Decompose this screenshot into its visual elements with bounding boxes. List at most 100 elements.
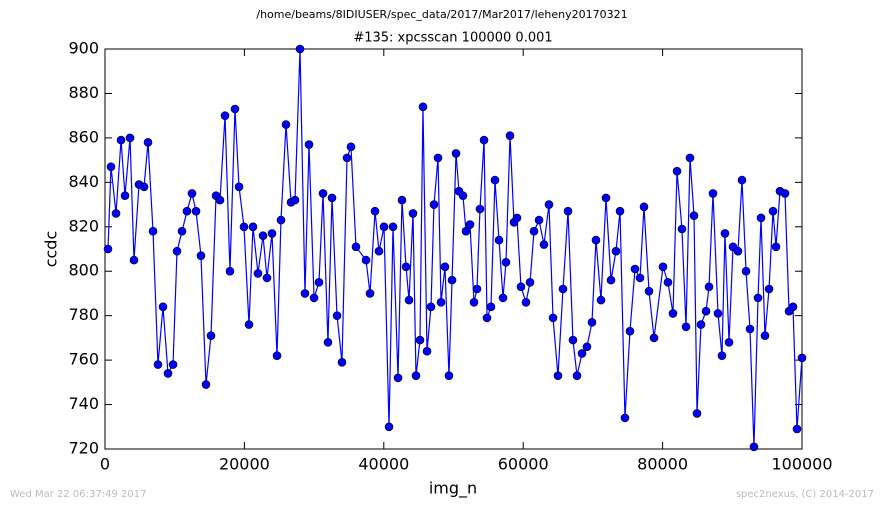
data-point [681, 322, 691, 332]
data-point [630, 264, 640, 274]
data-point [512, 213, 522, 223]
x-tick-label: 20000 [219, 455, 270, 474]
y-tick-label: 860 [68, 127, 99, 146]
data-point [436, 298, 446, 307]
data-point [733, 246, 743, 256]
data-point [625, 326, 635, 336]
data-point [411, 371, 421, 380]
data-point [544, 200, 554, 209]
data-point [276, 215, 286, 225]
data-point [596, 295, 606, 305]
data-point [780, 189, 790, 198]
data-point [332, 311, 342, 320]
data-point [498, 293, 508, 303]
data-point [668, 309, 678, 318]
data-point [692, 409, 702, 418]
data-point [258, 231, 268, 240]
data-point [327, 193, 337, 203]
y-tick-label: 760 [68, 350, 99, 369]
data-point [201, 380, 211, 389]
data-point [737, 175, 747, 185]
data-point [764, 284, 774, 294]
data-point [461, 226, 471, 236]
data-point [572, 371, 582, 380]
data-point [472, 284, 482, 294]
data-point [741, 266, 751, 276]
series-line [107, 48, 803, 447]
data-point [749, 442, 759, 452]
data-point [663, 278, 673, 287]
data-point [426, 302, 436, 312]
data-point [384, 422, 394, 432]
data-point [548, 313, 558, 323]
data-point [418, 102, 428, 112]
data-point [125, 133, 135, 143]
data-point [429, 200, 439, 209]
data-point [685, 153, 695, 163]
data-point [253, 269, 263, 278]
data-point [397, 195, 407, 205]
data-point [469, 298, 479, 307]
y-tick-label: 720 [68, 439, 99, 458]
data-point [606, 275, 616, 285]
data-point [129, 255, 139, 265]
data-point [304, 140, 314, 149]
data-point [558, 284, 568, 294]
data-point [677, 224, 687, 234]
data-point [244, 320, 254, 329]
suptitle: /home/beams/8IDIUSER/spec_data/2017/Mar2… [256, 8, 627, 21]
data-point [388, 222, 398, 232]
data-point [401, 262, 411, 272]
data-point [342, 153, 352, 163]
data-point [644, 286, 654, 296]
data-point [239, 222, 249, 232]
data-point [230, 104, 240, 114]
data-point [309, 293, 319, 303]
data-point [701, 306, 711, 316]
y-tick-label: 820 [68, 216, 99, 235]
data-point [103, 244, 113, 254]
data-point [120, 191, 130, 200]
data-point [494, 235, 504, 245]
data-point [295, 44, 305, 54]
footer-left: Wed Mar 22 06:37:49 2017 [10, 489, 146, 500]
data-point [408, 209, 418, 218]
data-point [451, 149, 461, 158]
data-point [615, 206, 625, 216]
data-point [206, 331, 216, 340]
data-point [163, 369, 173, 378]
y-tick-label: 740 [68, 394, 99, 413]
data-point [440, 262, 450, 272]
data-point [771, 242, 781, 252]
data-point [415, 335, 425, 345]
data-point [177, 226, 187, 236]
data-point [153, 360, 163, 369]
data-point [521, 298, 531, 307]
data-point [361, 255, 371, 265]
data-point [760, 331, 770, 340]
data-point [374, 246, 384, 256]
data-point [482, 313, 492, 323]
data-point [753, 293, 763, 303]
data-point [745, 324, 755, 334]
data-point [577, 349, 587, 358]
data-point [182, 206, 192, 216]
x-tick-label: 40000 [358, 455, 409, 474]
data-point [672, 166, 682, 176]
x-axis-label: img_n [429, 479, 477, 499]
data-point [215, 195, 225, 205]
data-point [314, 278, 324, 287]
data-point [768, 206, 778, 216]
data-point [139, 182, 149, 192]
data-point [713, 309, 723, 318]
data-point [234, 182, 244, 192]
data-point [587, 318, 597, 327]
data-point [582, 342, 592, 352]
data-point [323, 338, 333, 347]
y-tick-label: 800 [68, 261, 99, 280]
data-point [689, 211, 699, 220]
data-point [539, 240, 549, 249]
data-point [300, 289, 310, 298]
